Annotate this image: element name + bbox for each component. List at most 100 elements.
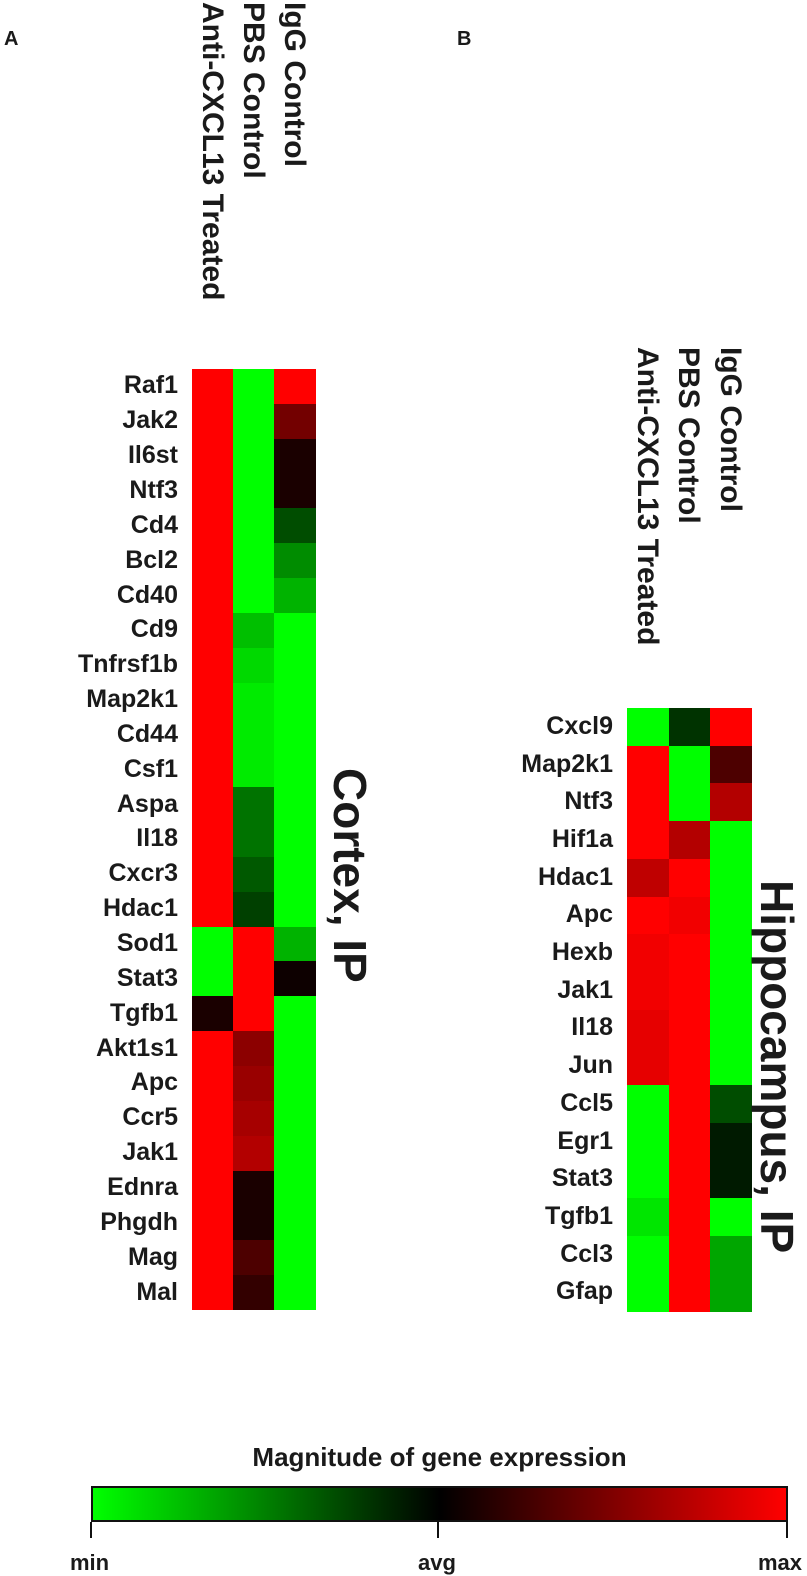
panel-a-row-label: Csf1 (123, 754, 178, 783)
panel-b-heatmap-cell (710, 1160, 752, 1199)
panel-b-heatmap-cell (627, 708, 669, 747)
panel-a-heatmap-cell (192, 996, 234, 1032)
panel-a-heatmap-cell (274, 787, 316, 823)
panel-a-row-label: Tgfb1 (109, 998, 178, 1027)
panel-a-row-label: Mag (128, 1242, 178, 1271)
panel-b-heatmap-cell (668, 1085, 711, 1124)
panel-a-row-label: Jak1 (122, 1138, 178, 1167)
panel-a-heatmap-cell (233, 1275, 275, 1311)
panel-a-heatmap-cell (192, 1100, 234, 1137)
panel-b-heatmap-cell (668, 821, 711, 860)
panel-a-heatmap-cell (274, 369, 316, 405)
panel-b-heatmap-cell (668, 1235, 711, 1274)
panel-a-heatmap-cell (233, 996, 275, 1032)
panel-a-heatmap-cell (233, 717, 275, 753)
panel-a-heatmap-cell (274, 612, 316, 649)
panel-a-heatmap-cell (192, 926, 234, 962)
panel-a-heatmap-cell (192, 891, 234, 928)
panel-a-heatmap-cell (274, 682, 316, 718)
panel-b-letter: B (457, 28, 472, 50)
panel-a-heatmap-cell (274, 473, 316, 509)
panel-a-row-label: Ntf3 (129, 475, 178, 504)
panel-a-heatmap-cell (233, 1135, 275, 1172)
panel-b-row-label: Jak1 (557, 975, 613, 1004)
panel-a-row-label: Phgdh (100, 1207, 178, 1236)
panel-a-heatmap-cell (274, 822, 316, 858)
panel-b-row-label: Ntf3 (564, 787, 613, 816)
panel-a-heatmap-cell (192, 473, 234, 509)
panel-a-heatmap-cell (233, 369, 275, 405)
panel-b-heatmap-cell (668, 934, 711, 973)
panel-a-heatmap-cell (233, 926, 275, 962)
panel-a-heatmap-cell (192, 752, 234, 788)
panel-a-column-header: IgG Control (278, 2, 311, 167)
panel-b-row-label: Cxcl9 (546, 711, 613, 740)
panel-b-row-label: Apc (565, 900, 613, 929)
panel-a-heatmap-cell (192, 787, 234, 823)
panel-a-heatmap-cell (274, 752, 316, 788)
panel-b-heatmap-cell (668, 971, 711, 1011)
panel-a-row-label: Cd9 (130, 615, 178, 644)
panel-b-heatmap-cell (710, 821, 752, 860)
panel-a-heatmap-cell (274, 856, 316, 893)
panel-a-heatmap-cell (274, 996, 316, 1032)
panel-a-row-label: Bcl2 (125, 545, 178, 574)
panel-a-heatmap-cell (192, 647, 234, 684)
panel-a-heatmap-cell (274, 926, 316, 962)
panel-a-row-label: Il6st (127, 441, 178, 470)
panel-a-heatmap-cell (233, 578, 275, 614)
panel-b-row-label: Egr1 (557, 1126, 613, 1155)
panel-b-heatmap-cell (627, 1009, 669, 1048)
panel-a-row-label: Aspa (116, 789, 178, 818)
panel-a-heatmap-cell (274, 1205, 316, 1241)
panel-a-heatmap-cell (192, 403, 234, 440)
panel-a-heatmap-cell (274, 1275, 316, 1311)
panel-a-heatmap-cell (233, 787, 275, 823)
panel-a-heatmap-cell (274, 1066, 316, 1102)
panel-b-heatmap-cell (627, 1047, 669, 1086)
panel-b-heatmap-cell (627, 1085, 669, 1124)
panel-b-heatmap-cell (627, 783, 669, 822)
panel-b-heatmap-cell (668, 1273, 711, 1312)
panel-a-row-label: Sod1 (116, 929, 178, 958)
panel-b-heatmap-cell (710, 971, 752, 1011)
panel-b-column-header: IgG Control (714, 347, 747, 512)
panel-b-column-header: PBS Control (672, 347, 705, 524)
panel-b-heatmap-cell (710, 858, 752, 897)
panel-b-heatmap-cell (627, 1160, 669, 1199)
panel-b-column-header: Anti-CXCL13 Treated (631, 347, 664, 646)
legend-tick-min (90, 1522, 92, 1538)
panel-b-heatmap-cell (668, 858, 711, 897)
panel-a-row-label: Ccr5 (122, 1103, 178, 1132)
panel-a-heatmap-cell (192, 1066, 234, 1102)
panel-a-heatmap-cell (274, 1170, 316, 1206)
panel-a-heatmap-cell (192, 438, 234, 475)
panel-b-row-label: Map2k1 (521, 749, 613, 778)
panel-b-heatmap-cell (627, 971, 669, 1011)
panel-b-region-label: Hippocampus, IP (751, 880, 803, 1254)
panel-b-heatmap-cell (627, 1273, 669, 1312)
panel-a-column-header: Anti-CXCL13 Treated (196, 2, 229, 301)
panel-b-row-label: Il18 (571, 1013, 613, 1042)
legend-min-label: min (70, 1550, 110, 1575)
panel-b-heatmap-cell (710, 745, 752, 784)
panel-a-heatmap-cell (274, 1100, 316, 1137)
panel-a-heatmap-cell (233, 612, 275, 649)
panel-a-heatmap-cell (274, 1240, 316, 1276)
panel-b-heatmap-cell (710, 1273, 752, 1312)
panel-b-heatmap-cell (627, 896, 669, 935)
legend-color-bar (91, 1486, 788, 1522)
panel-a-heatmap-cell (233, 891, 275, 928)
panel-b-row-label: Jun (568, 1051, 613, 1080)
panel-b-heatmap-cell (710, 1009, 752, 1048)
panel-a-heatmap-cell (192, 822, 234, 858)
panel-a-heatmap-cell (192, 1135, 234, 1172)
panel-a-heatmap-cell (233, 822, 275, 858)
panel-a-row-label: Hdac1 (102, 894, 178, 923)
panel-a-row-label: Apc (130, 1068, 178, 1097)
panel-a-heatmap-cell (274, 438, 316, 475)
panel-a-row-label: Cd44 (116, 719, 178, 748)
panel-b-heatmap-cell (627, 1235, 669, 1274)
panel-a-heatmap-cell (274, 1031, 316, 1067)
panel-b-heatmap-cell (668, 783, 711, 822)
